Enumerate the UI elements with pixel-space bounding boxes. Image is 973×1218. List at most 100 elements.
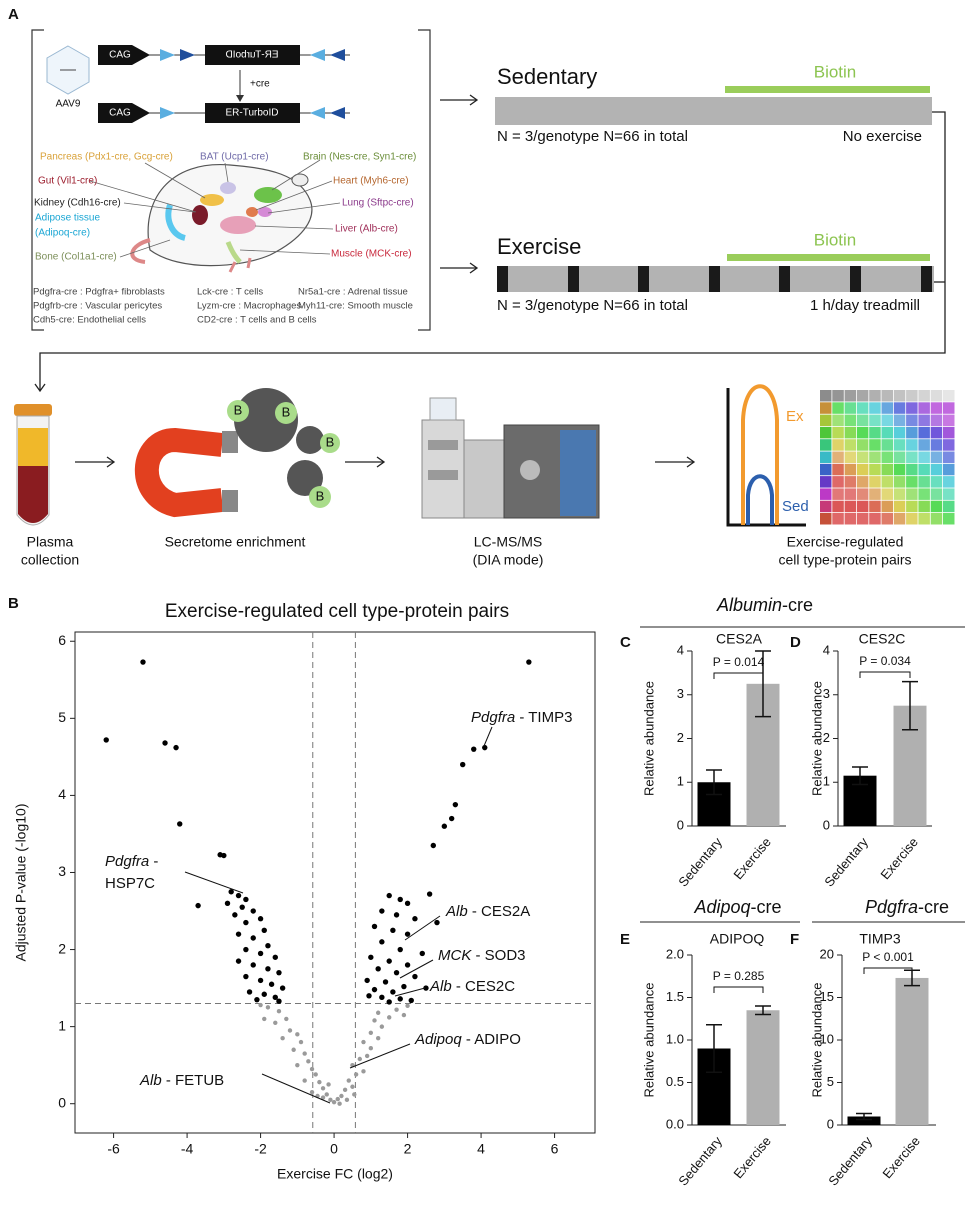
point xyxy=(352,1092,357,1097)
point xyxy=(430,842,437,849)
heatmap-cell xyxy=(943,513,955,525)
heatmap-cell xyxy=(930,488,943,500)
heatmap-cell xyxy=(918,463,930,476)
heatmap-cell xyxy=(930,439,943,451)
heatmap-cell xyxy=(918,426,930,439)
heatmap-cell xyxy=(856,488,869,500)
error-bar xyxy=(706,1023,722,1074)
point xyxy=(243,919,249,926)
point xyxy=(393,969,400,976)
lox2272 xyxy=(330,49,345,61)
point xyxy=(298,1039,304,1045)
heatmap-cell xyxy=(869,451,881,463)
loxp xyxy=(310,107,325,119)
tissue-label: Bone (Col1a1-cre) xyxy=(35,252,117,263)
heatmap-cell xyxy=(906,500,918,513)
y-tick-label: 0.0 xyxy=(666,1116,684,1131)
leader-line xyxy=(349,1043,411,1069)
biotin-bar xyxy=(725,86,930,93)
group-title: Sedentary xyxy=(497,64,597,89)
point xyxy=(379,1024,385,1029)
heatmap-cell xyxy=(869,414,881,427)
heatmap-cell xyxy=(893,513,906,525)
point xyxy=(366,993,372,999)
p-value: P < 0.001 xyxy=(862,950,914,964)
heatmap-cell xyxy=(856,476,869,488)
heatmap-cell xyxy=(820,488,832,500)
promoter xyxy=(98,103,150,123)
point xyxy=(361,1039,366,1045)
point xyxy=(404,962,411,968)
x-tick-label: 0 xyxy=(330,1141,338,1157)
x-tick-label: -2 xyxy=(254,1141,267,1157)
point xyxy=(250,962,256,968)
heatmap-cell xyxy=(832,476,844,488)
annotation-part: Alb xyxy=(429,978,452,995)
group-label-part: -cre xyxy=(751,897,782,917)
point xyxy=(364,977,370,984)
point xyxy=(309,1066,315,1072)
heatmap-cell xyxy=(893,463,906,476)
annotation-part: - CES2A xyxy=(468,903,531,920)
heatmap-cell xyxy=(918,500,930,513)
heatmap-cell xyxy=(820,414,832,427)
cell-type: Cdh5-cre: Endothelial cells xyxy=(33,315,146,326)
tissue-label: Liver (Alb-cre) xyxy=(335,224,398,235)
significance-bracket xyxy=(863,967,913,974)
heatmap-cell xyxy=(918,476,930,488)
tissue-label: (Adipoq-cre) xyxy=(35,228,90,239)
heatmap-cell xyxy=(918,414,930,427)
leader-line xyxy=(261,1073,331,1104)
heatmap-cell xyxy=(856,426,869,439)
heatmap-cell xyxy=(832,463,844,476)
heatmap-cell xyxy=(930,513,943,525)
group-label-part: -cre xyxy=(918,897,949,917)
heatmap-cell xyxy=(869,463,881,476)
x-tick-label: Sedentary xyxy=(675,834,725,889)
point xyxy=(394,1007,399,1012)
point xyxy=(258,1002,263,1008)
bracket xyxy=(31,29,431,331)
heatmap-cell xyxy=(906,476,918,488)
y-tick-label: 0 xyxy=(58,1094,66,1110)
heatmap-cell xyxy=(930,402,943,414)
cell-type: Nr5a1-cre : Adrenal tissue xyxy=(298,287,408,298)
y-tick-label: 1.0 xyxy=(666,1031,684,1046)
heatmap-cell xyxy=(881,463,893,476)
heatmap-cell xyxy=(906,402,918,414)
point xyxy=(254,996,260,1003)
step-label: Secretome enrichment xyxy=(165,534,306,550)
heatmap-cell xyxy=(943,439,955,451)
x-tick-label: Sedentary xyxy=(675,1133,725,1188)
workflow-steps: Plasma collection Secretome enrichment LC-M… xyxy=(21,534,912,568)
panel-label: E xyxy=(620,931,630,948)
y-axis-label: Adjusted P-value (-log10) xyxy=(13,804,29,962)
y-tick-label: 4 xyxy=(823,642,830,657)
y-tick-label: 20 xyxy=(820,946,834,961)
annotation-part: - TIMP3 xyxy=(515,709,572,726)
point xyxy=(239,904,245,910)
leader-line xyxy=(404,915,441,941)
y-tick-label: 2 xyxy=(823,730,830,745)
heatmap-cell xyxy=(820,500,832,513)
heatmap-cell xyxy=(844,488,857,500)
cell-type: Pdgfrb-cre : Vascular pericytes xyxy=(33,301,162,312)
point xyxy=(344,1097,350,1103)
heatmap-cell xyxy=(893,426,906,439)
heatmap-cell xyxy=(844,402,857,414)
promoter xyxy=(98,45,150,65)
heatmap-cell xyxy=(856,500,869,513)
point xyxy=(368,1046,374,1051)
heatmap-cell xyxy=(844,451,857,463)
cre-label: +cre xyxy=(250,79,270,90)
bar xyxy=(895,977,929,1125)
group-label-part: Albumin xyxy=(716,595,782,615)
protocol: 1 h/day treadmill xyxy=(810,297,920,314)
chart-title: CES2C xyxy=(859,631,906,647)
point xyxy=(434,919,440,926)
y-tick-label: 0 xyxy=(677,817,684,832)
construct-box xyxy=(205,45,300,65)
heatmap-cell xyxy=(943,414,955,427)
point xyxy=(243,896,249,903)
